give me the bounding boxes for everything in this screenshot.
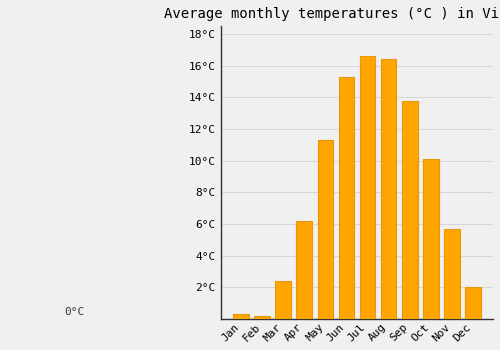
Title: Average monthly temperatures (°C ) in Vipperød: Average monthly temperatures (°C ) in Vi… [164, 7, 500, 21]
Bar [338, 77, 354, 319]
Bar [234, 314, 249, 319]
Bar [402, 100, 417, 319]
Bar [360, 56, 376, 319]
Text: 0°C: 0°C [64, 307, 85, 316]
Bar [318, 140, 334, 319]
Bar [254, 316, 270, 319]
Bar [380, 60, 396, 319]
Bar [444, 229, 460, 319]
Bar [465, 287, 480, 319]
Bar [423, 159, 438, 319]
Bar [296, 221, 312, 319]
Bar [276, 281, 291, 319]
